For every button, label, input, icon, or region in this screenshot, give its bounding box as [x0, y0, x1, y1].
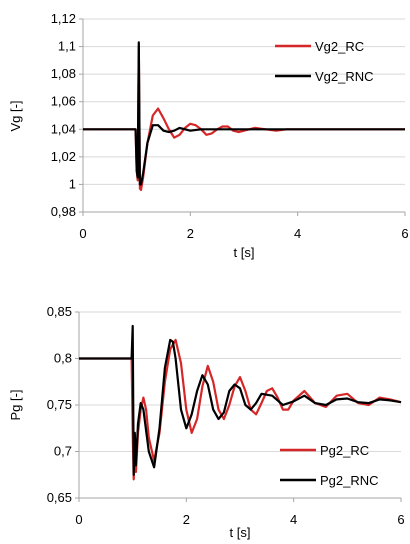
chart-2: 0,65 0,7 0,75 0,8 0,85 0 2 4 6 t [s] Pg [-] Pg2_RC P… [8, 304, 405, 540]
x-tick-label: 2 [183, 512, 190, 527]
y-tick-label: 0,98 [51, 204, 76, 219]
y-tick-label: 1,08 [51, 66, 76, 81]
y-axis-label: Vg [-] [8, 100, 23, 131]
x-tick-label: 0 [75, 512, 82, 527]
chart-1: 0,98 1 1,02 1,04 1,06 1,08 1,1 1,12 0 2 4 6 t [s] Vg … [8, 11, 409, 260]
legend-label: Vg2_RC [315, 39, 364, 54]
x-tick-label: 4 [294, 226, 301, 241]
series-line-pg2-rc [79, 338, 402, 481]
x-tick-label: 2 [187, 226, 194, 241]
series-line-pg2-rnc [79, 324, 402, 476]
y-axis-label: Pg [-] [8, 389, 23, 420]
y-tick-label: 0,85 [47, 304, 72, 319]
y-tick-label: 1,12 [51, 11, 76, 26]
y-tick-label: 1,06 [51, 94, 76, 109]
y-tick-label: 1,1 [58, 39, 76, 54]
y-tick-label: 0,7 [54, 444, 72, 459]
y-tick-label: 1,02 [51, 149, 76, 164]
y-tick-label: 0,8 [54, 351, 72, 366]
x-axis-label: t [s] [230, 525, 251, 540]
legend-label: Pg2_RNC [320, 473, 379, 488]
y-tick-label: 1 [69, 176, 76, 191]
y-tick-label: 0,75 [47, 397, 72, 412]
x-tick-label: 6 [397, 512, 404, 527]
x-tick-label: 4 [290, 512, 297, 527]
x-tick-label: 0 [79, 226, 86, 241]
legend-label: Vg2_RNC [315, 69, 374, 84]
x-tick-label: 6 [401, 226, 408, 241]
legend-label: Pg2_RC [320, 443, 369, 458]
series-line-vg2-rc [83, 45, 405, 191]
y-tick-label: 0,65 [47, 490, 72, 505]
y-tick-label: 1,04 [51, 121, 76, 136]
x-axis-label: t [s] [234, 245, 255, 260]
series-line-vg2-rnc [83, 41, 405, 186]
